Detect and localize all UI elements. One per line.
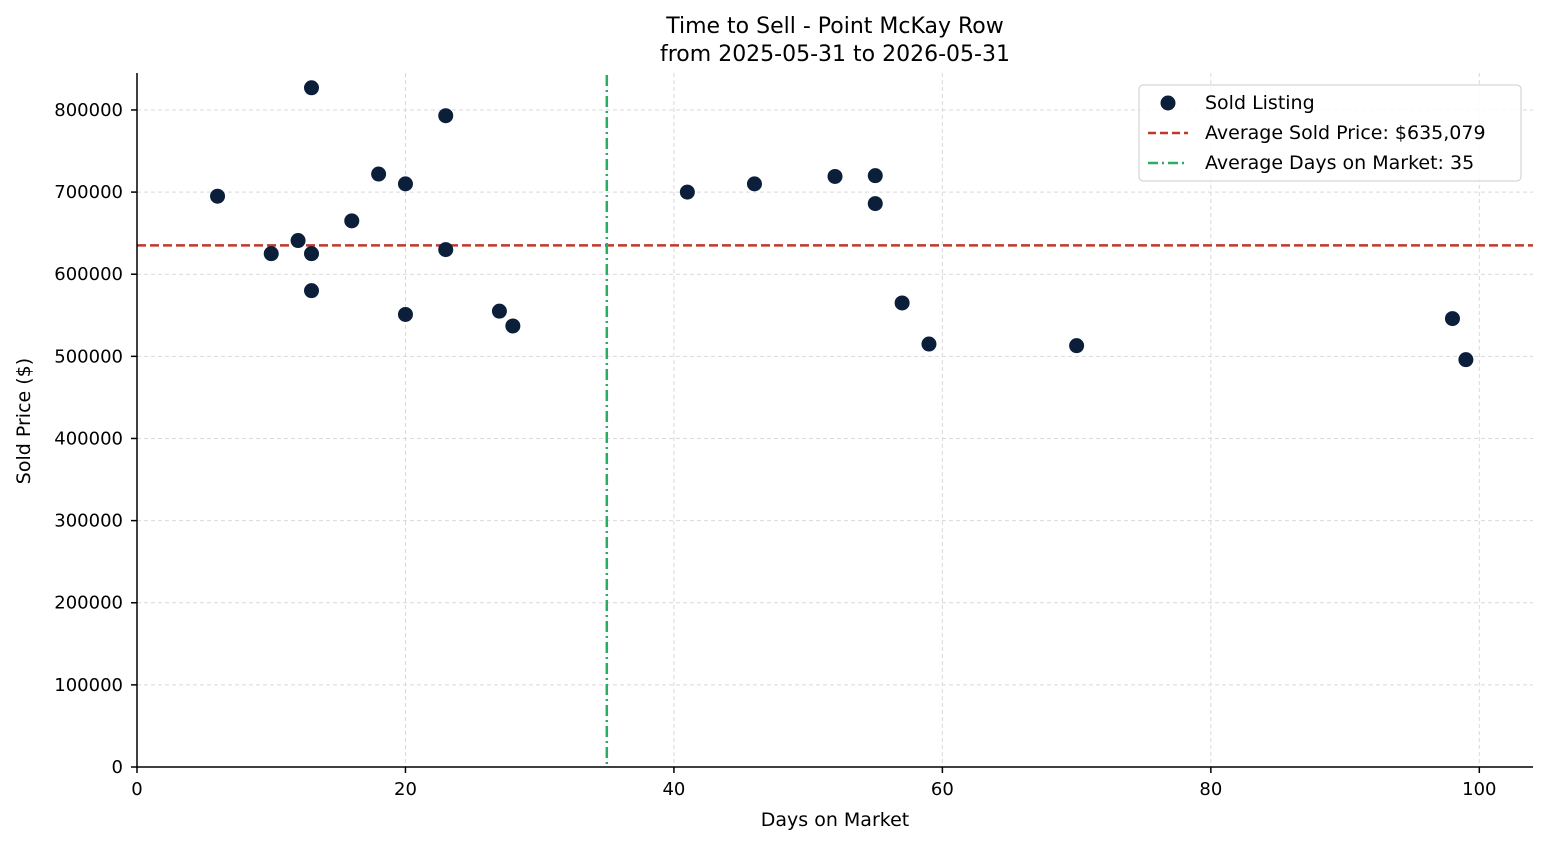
sold-listing-point — [1069, 338, 1085, 354]
sold-listing-point — [746, 176, 762, 192]
legend-frame — [1138, 84, 1522, 182]
sold-listing-point — [210, 188, 226, 204]
sold-listing-point — [827, 168, 843, 184]
sold-listing-point — [304, 246, 319, 262]
data-points — [210, 80, 1474, 368]
sold-listing-point — [263, 246, 279, 262]
sold-listing-point — [397, 176, 413, 192]
sold-listing-point — [679, 184, 695, 200]
sold-listing-point — [290, 233, 306, 249]
sold-listing-point — [894, 295, 910, 311]
sold-listing-point — [1458, 352, 1474, 368]
sold-listing-point — [304, 80, 319, 96]
legend: Sold Listing Average Sold Price: $635,07… — [1138, 84, 1522, 182]
y-tick-label: 300000 — [54, 511, 123, 532]
sold-listing-point — [304, 283, 319, 299]
legend-label-average-days-on-market: Average Days on Market: 35 — [1205, 152, 1474, 174]
sold-listing-point — [397, 306, 413, 322]
y-tick-label: 500000 — [54, 346, 123, 367]
sold-listing-point — [438, 108, 454, 124]
y-tick-label: 400000 — [54, 428, 123, 449]
y-tick-label: 800000 — [54, 100, 123, 121]
sold-listing-point — [867, 196, 883, 212]
x-tick-label: 60 — [931, 779, 954, 800]
sold-listing-point — [867, 168, 883, 184]
x-tick-label: 80 — [1199, 779, 1222, 800]
y-tick-label: 0 — [112, 757, 123, 778]
reference-lines — [137, 75, 1533, 767]
sold-listing-point — [371, 166, 387, 182]
x-tick-label: 100 — [1462, 779, 1496, 800]
x-tick-label: 20 — [394, 779, 417, 800]
x-tick-label: 0 — [131, 779, 142, 800]
legend-label-sold-listing: Sold Listing — [1205, 92, 1315, 114]
y-tick-label: 700000 — [54, 182, 123, 203]
x-axis-label: Days on Market — [761, 809, 909, 831]
axes: 0 20 40 60 80 100 0 100000 200000 300000 400000 500… — [54, 73, 1533, 800]
y-tick-label: 100000 — [54, 675, 123, 696]
sold-listing-point — [1444, 311, 1460, 327]
legend-marker-sold-listing — [1160, 95, 1176, 111]
sold-listing-point — [921, 336, 937, 352]
sold-listing-point — [505, 318, 521, 334]
chart-title: Time to Sell - Point McKay Row — [665, 14, 1004, 39]
y-tick-label: 200000 — [54, 593, 123, 614]
y-tick-label: 600000 — [54, 264, 123, 285]
sold-listing-point — [344, 213, 360, 229]
y-axis-label: Sold Price ($) — [13, 358, 35, 484]
sold-listing-point — [491, 303, 507, 319]
sold-listing-point — [438, 242, 454, 258]
legend-label-average-sold-price: Average Sold Price: $635,079 — [1205, 122, 1486, 144]
x-tick-label: 40 — [662, 779, 685, 800]
chart-subtitle: from 2025-05-31 to 2026-05-31 — [660, 42, 1010, 67]
